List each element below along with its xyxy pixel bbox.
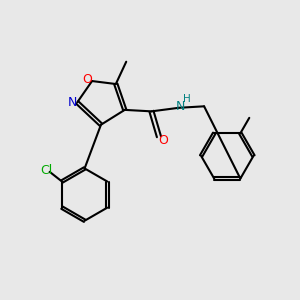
- Text: N: N: [176, 100, 185, 113]
- Text: N: N: [68, 96, 77, 109]
- Text: O: O: [82, 73, 92, 86]
- Text: Cl: Cl: [40, 164, 53, 177]
- Text: O: O: [158, 134, 168, 147]
- Text: H: H: [183, 94, 190, 104]
